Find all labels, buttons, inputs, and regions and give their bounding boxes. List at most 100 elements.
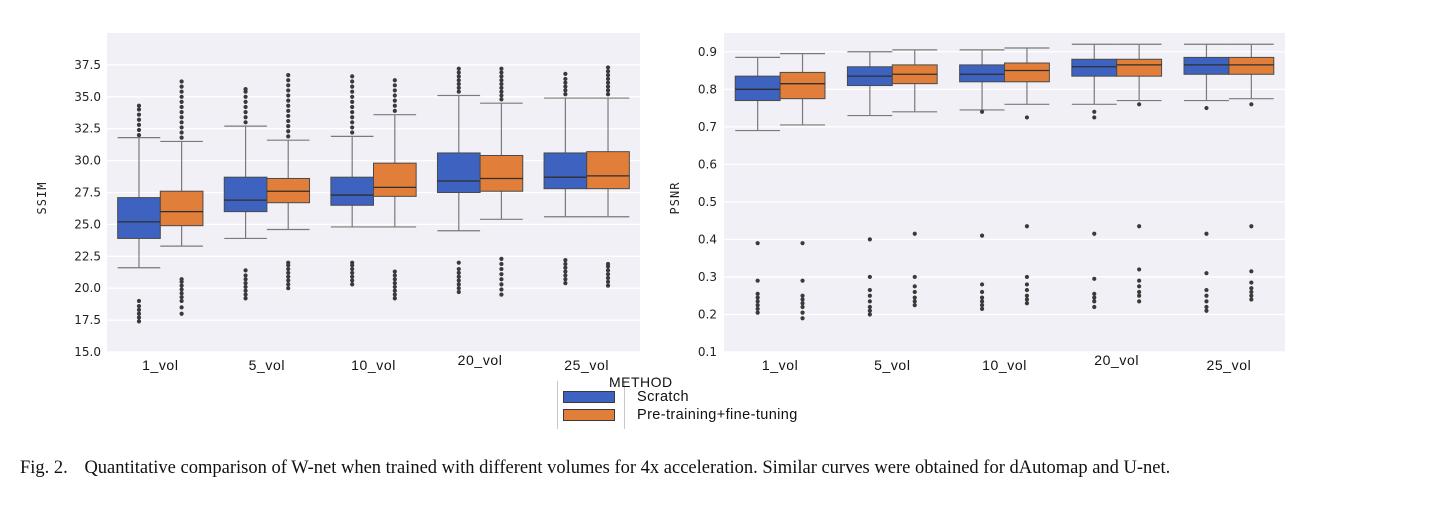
outlier-point <box>243 120 248 125</box>
outlier-point <box>286 124 291 129</box>
outlier-point <box>179 291 184 296</box>
outlier-point <box>286 270 291 275</box>
outlier-point <box>755 278 760 283</box>
outlier-point <box>392 103 397 108</box>
outlier-point <box>286 274 291 279</box>
outlier-point <box>1249 269 1254 274</box>
outlier-point <box>605 88 611 93</box>
outlier-point <box>136 298 142 304</box>
outlier-point <box>286 266 291 272</box>
outlier-point <box>350 282 355 287</box>
outlier-point <box>1249 289 1254 295</box>
outlier-point <box>1249 286 1254 291</box>
outlier-point <box>499 97 504 102</box>
outlier-point <box>136 127 142 133</box>
outlier-point <box>286 282 291 287</box>
outlier-point <box>243 280 248 286</box>
box-scratch-1_vol <box>734 56 781 315</box>
outlier-point <box>179 99 184 105</box>
outlier-point <box>979 302 985 308</box>
outlier-point <box>605 261 611 267</box>
box-scratch-5_vol <box>223 87 268 301</box>
outlier-point <box>755 241 760 246</box>
outlier-point <box>800 241 805 246</box>
outlier-point <box>912 289 917 295</box>
outlier-point <box>286 134 291 139</box>
outlier-point <box>136 122 142 127</box>
outlier-point <box>350 274 355 279</box>
outlier-point <box>605 84 611 89</box>
outlier-point <box>605 69 611 74</box>
outlier-point <box>179 135 184 140</box>
outlier-point <box>1092 276 1097 281</box>
outlier-point <box>456 278 461 283</box>
y-tick-label: 37.5 <box>74 58 101 72</box>
outlier-point <box>800 316 805 321</box>
outlier-point <box>179 277 184 282</box>
y-tick-label: 0.4 <box>698 232 717 246</box>
outlier-point <box>286 98 291 103</box>
outlier-point <box>136 319 142 324</box>
outlier-point <box>1204 105 1209 111</box>
outlier-point <box>979 289 985 295</box>
outlier-point <box>179 110 184 115</box>
outlier-point <box>605 275 611 281</box>
outlier-point <box>1024 115 1030 120</box>
y-tick-label: 17.5 <box>74 313 101 327</box>
outlier-point <box>179 130 184 135</box>
y-tick-label: 15.0 <box>74 345 101 359</box>
outlier-point <box>1024 282 1030 287</box>
outlier-point <box>800 304 805 310</box>
outlier-point <box>979 282 985 287</box>
y-tick-label: 22.5 <box>74 249 101 263</box>
outlier-point <box>136 112 142 117</box>
outlier-point <box>800 293 805 298</box>
outlier-point <box>179 283 184 288</box>
outlier-point <box>499 81 504 87</box>
outlier-point <box>1092 295 1097 300</box>
outlier-point <box>1204 287 1209 293</box>
outlier-point <box>563 261 568 267</box>
outlier-point <box>563 269 568 274</box>
outlier-point <box>755 291 760 296</box>
outlier-point <box>499 292 504 297</box>
y-tick-label: 0.5 <box>698 195 717 209</box>
outlier-point <box>392 280 397 286</box>
box-iqr <box>373 162 417 197</box>
outlier-point <box>1249 293 1254 298</box>
outlier-point <box>979 306 985 311</box>
box-iqr <box>734 75 781 102</box>
outlier-point <box>1092 115 1097 120</box>
outlier-point <box>179 89 184 94</box>
outlier-point <box>1204 293 1209 298</box>
box-iqr <box>436 152 481 193</box>
y-tick-label: 32.5 <box>74 122 101 136</box>
outlier-point <box>1204 308 1209 313</box>
outlier-point <box>1024 224 1030 229</box>
outlier-point <box>286 113 291 119</box>
outlier-point <box>392 78 397 83</box>
outlier-point <box>755 295 760 300</box>
outlier-point <box>456 270 461 275</box>
outlier-point <box>1092 304 1097 310</box>
outlier-point <box>1024 287 1030 293</box>
outlier-point <box>1249 224 1254 229</box>
box-scratch-10_vol <box>959 49 1005 311</box>
y-tick-label: 35.0 <box>74 90 101 104</box>
outlier-point <box>1137 289 1142 295</box>
outlier-point <box>392 83 397 88</box>
caption-text: Quantitative comparison of W-net when tr… <box>84 458 1171 478</box>
outlier-point <box>456 66 461 71</box>
outlier-point <box>350 110 355 115</box>
box-scratch-20_vol <box>436 66 481 295</box>
outlier-point <box>286 93 291 98</box>
outlier-point <box>286 108 291 113</box>
x-tick-label: 20_vol <box>458 352 503 368</box>
outlier-point <box>755 306 760 311</box>
outlier-point <box>1024 274 1030 280</box>
outlier-point <box>350 120 355 125</box>
outlier-point <box>136 117 142 122</box>
outlier-point <box>867 293 872 298</box>
outlier-point <box>392 269 397 274</box>
box-pretraining-1_vol <box>779 53 826 321</box>
